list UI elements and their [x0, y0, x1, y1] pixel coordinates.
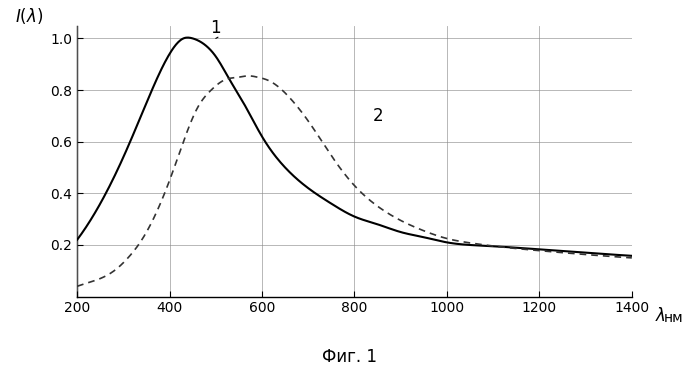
Text: нм: нм	[664, 311, 684, 325]
Text: 2: 2	[373, 107, 384, 125]
Text: 1: 1	[211, 19, 221, 37]
Text: $\lambda$: $\lambda$	[655, 307, 666, 325]
Text: Фиг. 1: Фиг. 1	[322, 348, 376, 366]
Y-axis label: $I(\lambda)$: $I(\lambda)$	[15, 5, 43, 26]
